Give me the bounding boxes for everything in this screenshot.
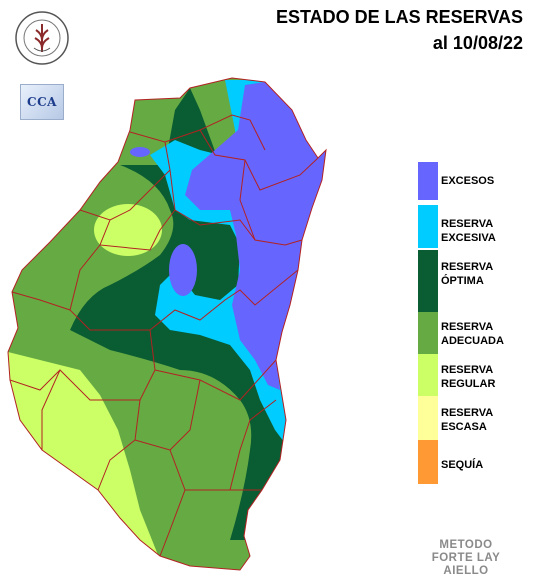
method-line-1: METODO [439,539,493,551]
legend-label-optima: RESERVA ÓPTIMA [441,261,494,287]
method-line-2: FORTE LAY [431,552,501,564]
legend-label-excesos: EXCESOS [441,175,495,187]
legend-label-sequia: SEQUÍA [441,459,484,471]
cca-logo: CCA [20,84,64,120]
bolsa-cereales-seal-logo [15,11,69,65]
map-title-block: ESTADO DE LAS RESERVAS al 10/08/22 [276,4,523,56]
legend-swatch-adecuada [418,312,438,354]
legend-swatch-excesiva [418,205,438,248]
method-note: METODO FORTE LAY AIELLO [424,539,508,578]
legend-swatch-escasa [418,396,438,440]
method-line-3: AIELLO [443,565,489,577]
legend-label-escasa: RESERVA ESCASA [441,407,494,433]
legend-swatch-regular [418,354,438,396]
legend-label-adecuada: RESERVA ADECUADA [441,321,504,347]
map-date: al 10/08/22 [432,33,523,53]
legend-label-excesiva: RESERVA EXCESIVA [441,218,496,244]
entre-rios-reserve-map [7,77,327,571]
legend-swatch-sequia [418,440,438,484]
legend-swatch-excesos [418,162,438,200]
map-title: ESTADO DE LAS RESERVAS [275,7,523,27]
legend-label-regular: RESERVA REGULAR [441,364,496,390]
legend-swatch-optima [418,250,438,312]
